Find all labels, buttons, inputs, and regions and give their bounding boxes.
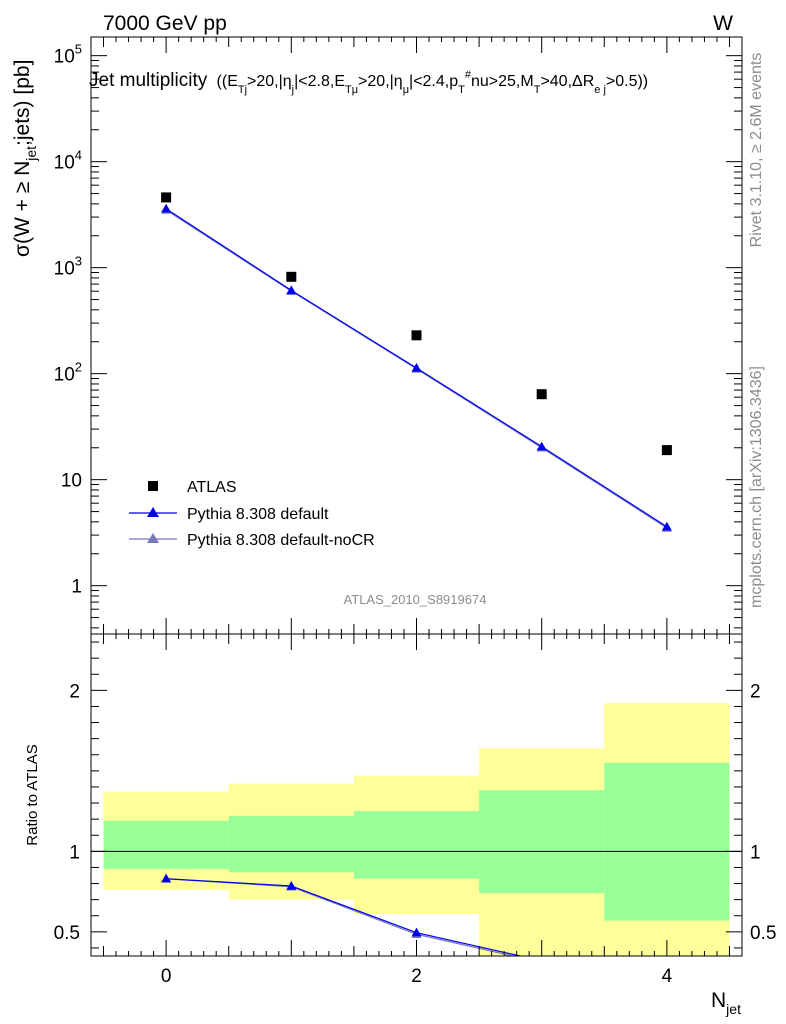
main-series-group bbox=[161, 192, 672, 532]
header-left: 7000 GeV pp bbox=[103, 12, 227, 35]
legend-label-pythia-nocr: Pythia 8.308 default-noCR bbox=[187, 532, 375, 549]
legend-entry-pythia-nocr: Pythia 8.308 default-noCR bbox=[129, 532, 375, 549]
atlas-data-point bbox=[536, 389, 547, 400]
legend-label-atlas: ATLAS bbox=[187, 479, 237, 496]
ratio-ylabel: Ratio to ATLAS bbox=[24, 744, 41, 845]
xtick-label: 0 bbox=[161, 966, 172, 987]
legend-marker-pythia-default bbox=[147, 507, 159, 517]
legend-marker-pythia-nocr bbox=[147, 533, 159, 543]
ytick-label-ratio: 1 bbox=[69, 842, 80, 863]
series-marker-triangle bbox=[536, 441, 547, 451]
legend-entry-atlas: ATLAS bbox=[148, 479, 237, 496]
ytick-label-main: 104 bbox=[54, 148, 82, 174]
series-marker-triangle bbox=[161, 203, 172, 213]
chart-title: Jet multiplicity ((ETj>20,|ηj|<2.8,ETμ>2… bbox=[89, 69, 648, 96]
legend-label-pythia-default: Pythia 8.308 default bbox=[187, 506, 329, 523]
series-marker-triangle bbox=[286, 285, 297, 295]
xtick-label: 2 bbox=[411, 966, 422, 987]
ratio-marker bbox=[411, 927, 422, 937]
series-marker-triangle bbox=[411, 363, 422, 372]
legend-entry-pythia-default: Pythia 8.308 default bbox=[129, 506, 329, 523]
ratio-series-group bbox=[161, 873, 523, 956]
ytick-label-ratio-right: 2 bbox=[750, 681, 761, 702]
ytick-label-ratio: 2 bbox=[69, 681, 80, 702]
legend: ATLAS Pythia 8.308 default Pythia 8.308 … bbox=[129, 479, 375, 549]
ytick-label-ratio: 0.5 bbox=[54, 923, 80, 944]
ytick-label-main: 1 bbox=[71, 577, 82, 598]
atlas-data-point bbox=[286, 271, 297, 282]
atlas-data-point bbox=[661, 445, 672, 456]
chart-title-main: Jet multiplicity bbox=[89, 70, 208, 91]
ytick-label-main: 103 bbox=[54, 254, 82, 280]
ytick-label-main: 105 bbox=[54, 42, 82, 68]
ytick-label-main: 102 bbox=[54, 360, 82, 386]
ratio-band-green bbox=[228, 815, 354, 873]
main-ylabel: σ(W + ≥ Njet;jets) [pb] bbox=[11, 60, 39, 257]
legend-marker-atlas bbox=[148, 481, 158, 491]
xtick-label: 4 bbox=[662, 966, 673, 987]
ytick-label-ratio-right: 0.5 bbox=[750, 923, 776, 944]
ratio-band-green bbox=[353, 811, 480, 879]
ytick-label-main: 10 bbox=[61, 471, 82, 492]
series-marker-triangle bbox=[661, 521, 672, 531]
mcplots-label: mcplots.cern.ch [arXiv:1306.3436] bbox=[748, 366, 765, 608]
atlas-data-point bbox=[161, 192, 172, 203]
main-panel bbox=[161, 192, 672, 532]
ratio-marker bbox=[286, 880, 297, 890]
ratio-band-green bbox=[604, 762, 730, 921]
header-right: W bbox=[713, 12, 733, 35]
analysis-annotation: ATLAS_2010_S8919674 bbox=[344, 592, 487, 607]
ytick-label-ratio-right: 1 bbox=[750, 842, 761, 863]
axes: 1 10 102 103 104 105 0.5 0.5 1 1 2 2 0 2 4 bbox=[54, 37, 776, 987]
atlas-data-point bbox=[411, 330, 422, 341]
ratio-marker bbox=[161, 873, 172, 883]
ratio-band-green bbox=[479, 790, 605, 894]
ratio-panel bbox=[91, 703, 742, 956]
rivet-label: Rivet 3.1.10, ≥ 2.6M events bbox=[748, 53, 765, 248]
ratio-band-green bbox=[103, 820, 229, 870]
xaxis-label: Njet bbox=[711, 989, 741, 1017]
